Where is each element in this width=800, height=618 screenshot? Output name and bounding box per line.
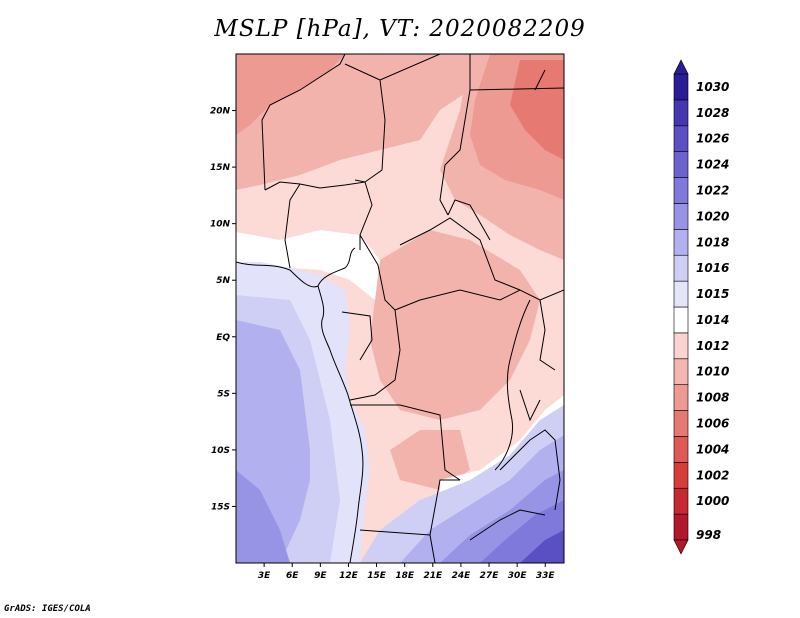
colorbar-swatch [673, 306, 689, 334]
x-tick-label: 21E [423, 571, 443, 581]
y-axis: 20N 15N 10N 5N EQ 5S 10S 15S [210, 107, 236, 512]
colorbar-label: 1020 [696, 209, 729, 223]
colorbar-label: 1022 [696, 184, 729, 198]
grads-credit: GrADS: IGES/COLA [4, 604, 91, 614]
chart-title: MSLP [hPa], VT: 2020082209 [214, 16, 586, 42]
x-axis: 3E 6E 9E 12E 15E 18E 21E 24E 27E 30E 33E [258, 563, 556, 581]
southeast-high-1026 [520, 530, 564, 563]
colorbar-label: 1012 [696, 339, 729, 353]
x-tick-label: 15E [367, 571, 387, 581]
x-tick-label: 6E [286, 571, 299, 581]
colorbar-label: 1015 [696, 287, 729, 301]
map-frame [235, 53, 565, 564]
colorbar-swatch [673, 410, 689, 437]
colorbar-swatch [673, 229, 689, 256]
northeast-deepest-low [510, 60, 564, 160]
colorbar-label: 1018 [696, 235, 729, 249]
border-kenya-uganda [539, 299, 556, 371]
colorbar-top-arrow [673, 59, 689, 75]
colorbar-swatch [673, 436, 689, 463]
border-benin-togo [284, 183, 301, 269]
colorbar-label: 1010 [696, 365, 729, 379]
border-egypt-sudan [469, 87, 564, 91]
x-tick-label: 27E [480, 571, 500, 581]
colorbar-label: 1004 [696, 442, 729, 456]
border-drc-west [349, 309, 401, 401]
colorbar-label: 1016 [696, 261, 729, 275]
x-tick-label: 33E [536, 571, 556, 581]
y-tick-label: 5S [217, 389, 230, 399]
border-drc-east [494, 299, 531, 471]
country-borders [236, 54, 564, 563]
y-tick-label: 15N [210, 163, 231, 173]
ocean-high-1020 [236, 470, 290, 563]
colorbar-bottom-arrow [673, 539, 689, 555]
colorbar-swatch [673, 73, 689, 101]
border-libya-chad [439, 54, 471, 216]
border-namibia-botswana [429, 534, 436, 563]
colorbar-swatch [673, 332, 689, 360]
central-low-zone [370, 230, 540, 420]
y-tick-label: 10N [210, 220, 231, 230]
colorbar-label: 1026 [696, 132, 729, 146]
colorbar-label: 1028 [696, 106, 729, 120]
colorbar: 998 1000 1002 1004 1006 1008 1010 1012 1014 1015 1… [673, 59, 729, 555]
border-algeria-niger [344, 63, 386, 183]
lake-tanganyika [519, 389, 541, 422]
colorbar-swatch [673, 513, 689, 541]
border-cameroon [359, 234, 396, 311]
y-tick-label: 10S [211, 446, 230, 456]
border-angola-drc [350, 404, 461, 481]
colorbar-label: 1008 [696, 391, 729, 405]
colorbar-swatch [673, 254, 689, 282]
colorbar-swatch [673, 151, 689, 178]
white-band-south [440, 395, 564, 505]
colorbar-swatch [673, 99, 689, 127]
colorbar-swatch [673, 125, 689, 152]
border-libya-niger [379, 54, 441, 81]
border-nigeria-niger [264, 181, 373, 250]
border-zimbabwe [469, 509, 546, 541]
colorbar-label: 1000 [696, 494, 729, 508]
colorbar-label: 1030 [696, 80, 729, 94]
colorbar-label: 1014 [696, 313, 729, 327]
colorbar-swatch [673, 203, 689, 230]
border-angola-zambia [359, 479, 460, 536]
x-tick-label: 24E [452, 571, 472, 581]
x-tick-label: 12E [339, 571, 359, 581]
colorbar-swatch [673, 384, 689, 411]
x-tick-label: 9E [314, 571, 327, 581]
colorbar-label: 998 [696, 528, 721, 542]
y-tick-label: 5N [216, 276, 230, 286]
y-tick-label: 15S [211, 502, 230, 512]
coastline-west-africa [317, 285, 364, 563]
border-congo [341, 311, 373, 361]
y-tick-label: 20N [210, 107, 231, 117]
colorbar-label: 1024 [696, 158, 729, 172]
colorbar-label: 1002 [696, 468, 729, 482]
border-mauritania-mali [261, 54, 346, 191]
border-mozambique [499, 429, 561, 511]
white-band-west [236, 230, 380, 300]
x-tick-label: 30E [508, 571, 528, 581]
border-chad-sudan [447, 199, 491, 241]
nile-delta-coast [534, 69, 546, 91]
colorbar-swatch [673, 462, 689, 489]
south-central-low [390, 430, 470, 490]
y-tick-label: EQ [216, 333, 230, 343]
colorbar-swatch [673, 487, 689, 515]
colorbar-swatch [673, 177, 689, 204]
colorbar-swatch [673, 358, 689, 385]
colorbar-label: 1006 [696, 417, 729, 431]
x-tick-label: 3E [258, 571, 271, 581]
border-car [399, 217, 521, 291]
x-tick-label: 18E [395, 571, 415, 581]
colorbar-swatch [673, 280, 689, 308]
